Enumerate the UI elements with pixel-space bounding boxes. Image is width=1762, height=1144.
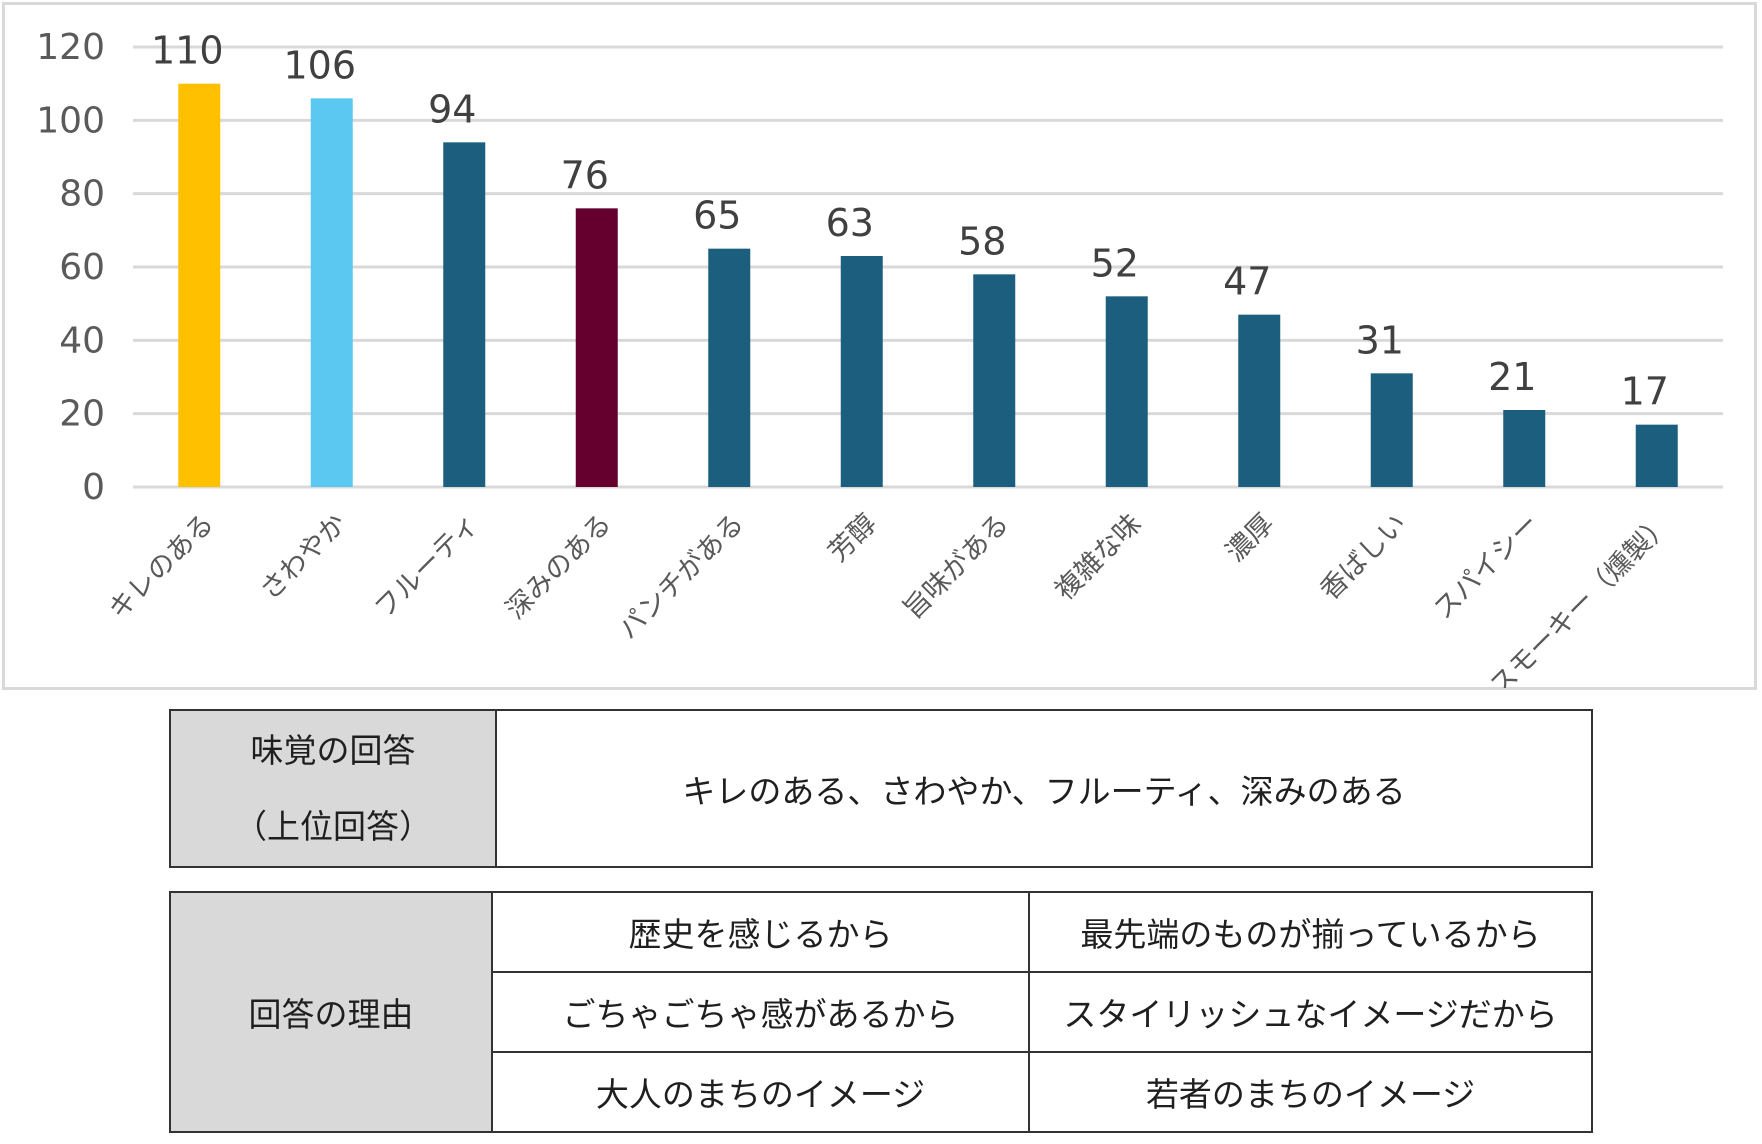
y-tick-label: 20 xyxy=(59,394,105,435)
data-label: 76 xyxy=(561,153,609,197)
category-label: 複雑な味 xyxy=(1049,508,1147,606)
category-label: 芳醇 xyxy=(823,508,883,568)
data-label: 65 xyxy=(693,194,741,238)
reason-cell: スタイリッシュなイメージだから xyxy=(1028,971,1593,1053)
category-label: キレのある xyxy=(103,508,220,625)
reason-cell: 最先端のものが揃っているから xyxy=(1028,891,1593,973)
taste-header-cell: 味覚の回答 （上位回答） xyxy=(169,709,497,868)
category-label: スパイシー xyxy=(1428,508,1545,625)
bar xyxy=(310,98,353,487)
data-label: 52 xyxy=(1091,241,1139,285)
reason-table: 回答の理由 歴史を感じるから 最先端のものが揃っているから ごちゃごちゃ感がある… xyxy=(169,891,1593,1133)
chart-frame: 0 20 40 60 80 100 120 110 キレのある 106 さわやか 94 フルーティ 76 深… xyxy=(2,2,1757,690)
reason-cell: 大人のまちのイメージ xyxy=(491,1051,1030,1133)
data-label: 110 xyxy=(151,29,224,73)
data-label: 17 xyxy=(1621,370,1669,414)
bar-chart: 0 20 40 60 80 100 120 110 キレのある 106 さわやか 94 フルーティ 76 深… xyxy=(36,27,1723,688)
taste-header-line2: （上位回答） xyxy=(234,806,432,846)
bar xyxy=(973,274,1016,487)
bar xyxy=(575,208,618,488)
category-label: さわやか xyxy=(254,508,352,606)
data-label: 47 xyxy=(1223,260,1271,304)
reason-cell: 歴史を感じるから xyxy=(491,891,1030,973)
reason-header-cell: 回答の理由 xyxy=(169,891,493,1133)
bar xyxy=(1105,296,1148,487)
y-tick-label: 40 xyxy=(59,320,105,361)
bar xyxy=(708,248,751,487)
data-label: 31 xyxy=(1356,318,1404,362)
bar xyxy=(178,83,221,488)
y-tick-label: 80 xyxy=(59,174,105,215)
reason-cell: ごちゃごちゃ感があるから xyxy=(491,971,1030,1053)
bar xyxy=(1635,424,1678,487)
bar xyxy=(443,142,486,488)
y-tick-label: 0 xyxy=(82,467,105,508)
taste-answer-table: 味覚の回答 （上位回答） キレのある、さわやか、フルーティ、深みのある xyxy=(169,709,1593,868)
bar xyxy=(1370,373,1413,487)
category-label: 深みのある xyxy=(500,508,617,625)
data-label: 58 xyxy=(958,219,1006,263)
bar xyxy=(840,256,883,487)
taste-header-line1: 味覚の回答 xyxy=(250,730,416,770)
data-label: 106 xyxy=(283,43,356,87)
bar xyxy=(1503,410,1546,487)
y-tick-label: 100 xyxy=(36,100,105,141)
category-label: 旨味がある xyxy=(898,508,1015,625)
data-label: 21 xyxy=(1488,355,1536,399)
reason-cell: 若者のまちのイメージ xyxy=(1028,1051,1593,1133)
taste-answer-cell: キレのある、さわやか、フルーティ、深みのある xyxy=(495,709,1593,868)
data-label: 94 xyxy=(428,87,476,131)
y-tick-label: 60 xyxy=(59,247,105,288)
category-label: 濃厚 xyxy=(1220,508,1280,568)
bar xyxy=(1238,314,1281,487)
data-label: 63 xyxy=(826,201,874,245)
category-label: フルーティ xyxy=(369,508,485,624)
y-tick-label: 120 xyxy=(36,27,105,68)
category-label: 香ばしい xyxy=(1314,508,1412,606)
category-label: パンチがある xyxy=(613,508,750,645)
